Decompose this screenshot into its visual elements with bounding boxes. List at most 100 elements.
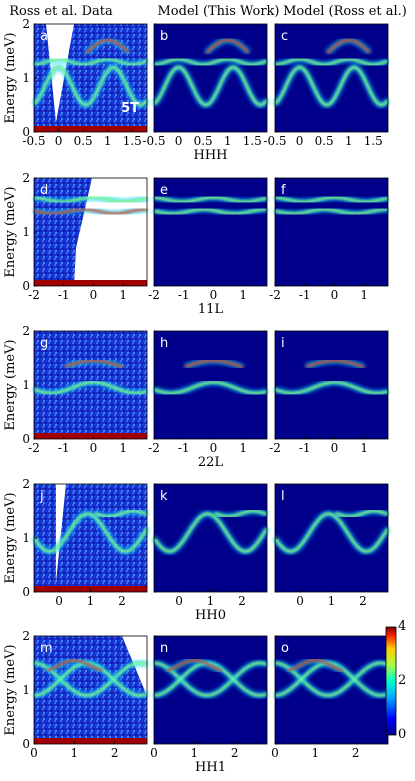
panel-l: l 0 1 2 (272, 483, 391, 608)
x-tick-label: 0 (296, 134, 304, 148)
model-heatmap-bg (154, 484, 267, 592)
x-tick-label: 0 (331, 288, 339, 302)
x-tick-label: 0.5 (194, 134, 213, 148)
unmeasured-region (46, 24, 74, 122)
panel-letter: o (281, 641, 289, 656)
y-tick-label: 2 (22, 171, 30, 185)
band-curve (64, 359, 124, 369)
band-curve (153, 196, 268, 203)
x-tick-label: 0.5 (74, 134, 93, 148)
panel-letter: l (281, 489, 285, 504)
x-tick-label: 0 (175, 134, 183, 148)
panel-letter: f (281, 183, 286, 198)
y-axis-label: Energy (meV) (3, 339, 18, 430)
panel-letter: k (160, 489, 168, 504)
band-curve (274, 662, 389, 697)
x-tick-label: 2 (111, 746, 119, 760)
x-tick-label: 1 (71, 746, 79, 760)
x-tick-label: 1 (207, 594, 215, 608)
band-curve (94, 510, 148, 518)
band-curve (153, 381, 268, 395)
x-tick-label: 1 (119, 288, 127, 302)
x-tick-label: 1 (360, 441, 368, 455)
y-tick-label: 0 (22, 737, 30, 751)
x-tick-label: -2 (28, 288, 40, 302)
panel-letter: h (160, 336, 168, 351)
panel-letter: g (40, 336, 48, 351)
x-tick-label: 0 (331, 441, 339, 455)
panel-b: b -0.5 0 0.5 1 1.5 (142, 23, 270, 148)
y-axis-label: Energy (meV) (3, 32, 18, 123)
y-tick-label: 0 (22, 432, 30, 446)
band-curve (33, 196, 148, 203)
x-axis-label-hh1: HH1 (195, 760, 226, 775)
x-tick-label: 2 (352, 746, 360, 760)
x-tick-label: -2 (28, 441, 40, 455)
x-tick-label: 0 (55, 134, 63, 148)
y-tick-label: 2 (22, 324, 30, 338)
data-heatmap-bg (34, 484, 147, 592)
band-curve (33, 662, 148, 697)
x-tick-label: -1 (58, 441, 70, 455)
band-curve (153, 662, 268, 697)
model-heatmap-bg (154, 331, 267, 439)
band-curve (34, 58, 148, 66)
y-tick-label: 0 (22, 585, 30, 599)
unmeasured-region (74, 178, 147, 286)
panel-m: m 0 1 2 0 1 2 (22, 629, 148, 760)
y-tick-label: 2 (22, 17, 30, 31)
x-tick-label: 1 (104, 134, 112, 148)
column-title-model-this-work: Model (This Work) (157, 4, 280, 19)
model-heatmap-bg (275, 24, 388, 132)
band-curve (33, 512, 148, 553)
band-curve (275, 58, 389, 66)
band-curve (274, 381, 389, 395)
x-tick-label: 0 (296, 594, 304, 608)
x-tick-label: 0 (55, 594, 63, 608)
x-tick-label: 0 (90, 441, 98, 455)
band-curve (166, 659, 223, 672)
band-curve (274, 196, 389, 203)
x-tick-label: 1 (239, 441, 247, 455)
colorbar-tick-2: 2 (398, 673, 407, 688)
panel-letter: a (40, 29, 48, 44)
x-tick-label: 1 (312, 746, 320, 760)
model-heatmap-bg (154, 178, 267, 286)
x-tick-label: 1 (224, 134, 232, 148)
y-tick-label: 0 (22, 125, 30, 139)
x-tick-label: -0.5 (263, 134, 286, 148)
panel-e: e -2 -1 0 1 (148, 177, 268, 302)
x-axis-label-11l: 11L (198, 302, 224, 317)
band-curve (154, 58, 268, 66)
x-tick-label: 0 (30, 746, 38, 760)
colorbar (385, 626, 397, 736)
panel-letter: n (160, 641, 168, 656)
panel-letter: b (160, 29, 168, 44)
panel-c: c -0.5 0 0.5 1 1.5 (263, 23, 391, 148)
x-tick-label: 1 (360, 288, 368, 302)
x-tick-label: -1 (178, 441, 190, 455)
x-tick-label: 1 (328, 594, 336, 608)
x-tick-label: -2 (269, 441, 281, 455)
panel-letter: m (40, 641, 53, 656)
model-heatmap-bg (275, 178, 388, 286)
x-tick-label: -0.5 (22, 134, 45, 148)
x-tick-label: 1 (345, 134, 353, 148)
band-curve (205, 39, 250, 54)
y-axis-label: Energy (meV) (3, 186, 18, 277)
band-curve (184, 359, 244, 369)
x-tick-label: -1 (178, 288, 190, 302)
x-tick-label: 2 (359, 594, 367, 608)
band-curve (153, 208, 267, 215)
band-curve (153, 66, 268, 107)
colorbar-tick-4: 4 (398, 619, 407, 634)
data-heatmap-bg (34, 331, 147, 439)
band-curve (274, 208, 388, 215)
panel-letter: e (160, 183, 168, 198)
y-tick-label: 1 (22, 683, 30, 697)
y-tick-label: 1 (22, 531, 30, 545)
elastic-line (34, 280, 147, 286)
band-curve (33, 208, 147, 215)
x-tick-label: -1 (58, 288, 70, 302)
